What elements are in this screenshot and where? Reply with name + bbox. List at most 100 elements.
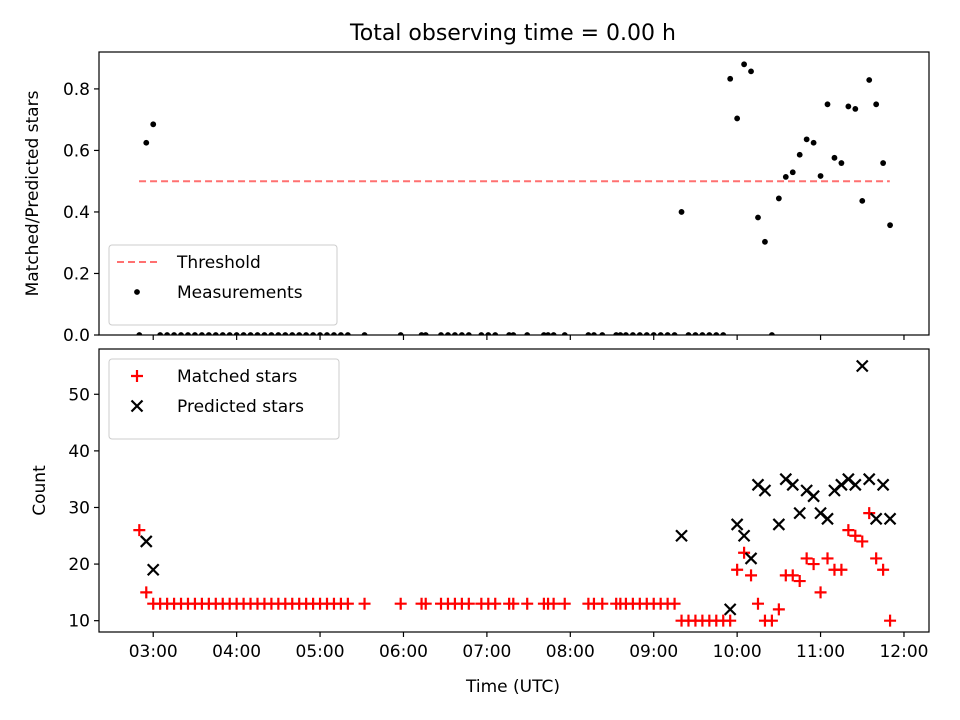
measurement-point [762, 238, 768, 245]
measurement-point [713, 332, 720, 335]
x-tick-label: 06:00 [379, 642, 428, 662]
measurement-point [254, 332, 261, 335]
y-tick-label: 0.4 [63, 203, 90, 223]
predicted-star-point [772, 518, 786, 531]
measurement-point [157, 332, 164, 335]
measurement-point [768, 332, 775, 335]
measurement-point [775, 195, 782, 202]
x-tick-label: 10:00 [713, 642, 762, 662]
matched-star-point [731, 563, 744, 576]
measurement-point [824, 101, 831, 108]
measurement-point [585, 332, 592, 335]
measurement-point [205, 332, 212, 335]
matched-star-point [856, 535, 869, 548]
x-tick-label: 09:00 [629, 642, 678, 662]
bottom-panel: 10 20 30 40 50 03:00 04:00 05:00 06:00 07:00 08:00… [30, 348, 930, 662]
legend-label: Matched stars [177, 367, 297, 387]
matched-star-point [835, 563, 848, 576]
matched-star-point [863, 507, 876, 520]
matched-star-point [489, 597, 502, 610]
matched-star-point [462, 597, 475, 610]
predicted-star-point [876, 478, 890, 492]
matched-star-point [849, 529, 862, 542]
matched-star-point [800, 552, 813, 565]
measurement-point [438, 332, 444, 335]
measurement-point [591, 332, 597, 335]
predicted-star-point [821, 512, 834, 526]
matched-star-point [738, 546, 751, 559]
chart-title: Total observing time = 0.00 h [349, 21, 676, 46]
matched-star-point [668, 597, 681, 610]
measurement-point [361, 332, 368, 335]
measurement-point [485, 332, 492, 335]
predicted-star-point [883, 512, 897, 526]
y-tick-label: 50 [68, 385, 90, 405]
predicted-star-point [793, 506, 806, 520]
measurement-point [727, 75, 734, 82]
legend: Threshold Measurements [108, 244, 338, 326]
y-tick-label: 0.8 [63, 80, 90, 100]
legend-marker-swatch [134, 289, 140, 295]
matched-star-point [772, 603, 785, 616]
measurement-point [185, 332, 191, 335]
measurement-point [796, 151, 803, 158]
axes-frame [98, 51, 930, 336]
measurement-point [397, 332, 404, 335]
measurement-point [845, 103, 852, 110]
x-tick-label: 11:00 [796, 642, 845, 662]
measurement-point [458, 332, 465, 335]
measurement-point [492, 332, 499, 335]
legend-box [108, 358, 340, 440]
measurement-point [866, 77, 873, 83]
measurement-point [599, 332, 606, 335]
measurement-point [561, 332, 568, 335]
measurement-point [452, 332, 458, 335]
measurement-point [817, 173, 824, 179]
y-axis-label: Count [30, 465, 50, 516]
y-tick-label: 0.6 [63, 141, 90, 161]
predicted-star-point [737, 529, 751, 543]
legend-label: Predicted stars [177, 397, 304, 417]
y-tick-label: 0.2 [63, 264, 90, 284]
y-tick-label: 0.0 [63, 326, 90, 346]
measurement-point [465, 332, 472, 335]
measurement-point [636, 332, 643, 335]
predicted-star-point [139, 535, 153, 548]
measurement-point [887, 222, 893, 229]
measurement-point [755, 214, 761, 221]
x-tick-label: 05:00 [296, 642, 345, 662]
measurement-point [324, 332, 330, 335]
measurement-point [859, 197, 866, 204]
predicted-star-point [744, 552, 758, 565]
measurement-point [678, 209, 685, 215]
matched-star-point [394, 597, 407, 610]
legend-marker-swatch [130, 399, 144, 413]
measurement-point [852, 106, 859, 112]
measurement-point [629, 332, 636, 335]
legend-label: Threshold [176, 253, 261, 273]
measurement-point [136, 332, 143, 335]
measurement-point [296, 332, 303, 335]
matched-star-point [133, 524, 146, 537]
matched-star-point [786, 569, 799, 582]
measurement-point [741, 61, 747, 68]
measurement-point [873, 101, 880, 108]
predicted-star-point [723, 603, 737, 616]
predicted-star-point [869, 512, 883, 526]
matched-star-point [745, 569, 758, 582]
plot-area [133, 359, 897, 627]
measurement-point [664, 332, 671, 335]
measurement-point [685, 332, 692, 335]
matched-star-point [358, 597, 371, 610]
predicted-star-point [807, 489, 820, 503]
measurement-point [178, 332, 184, 335]
axes-frame [98, 348, 930, 633]
x-tick-label: 04:00 [212, 642, 261, 662]
x-tick-label: 12:00 [879, 642, 928, 662]
matched-star-point [547, 597, 560, 610]
legend-marker-swatch [131, 370, 143, 382]
matched-star-point [724, 614, 737, 627]
matched-star-point [507, 597, 520, 610]
y-tick-label: 30 [68, 498, 90, 518]
